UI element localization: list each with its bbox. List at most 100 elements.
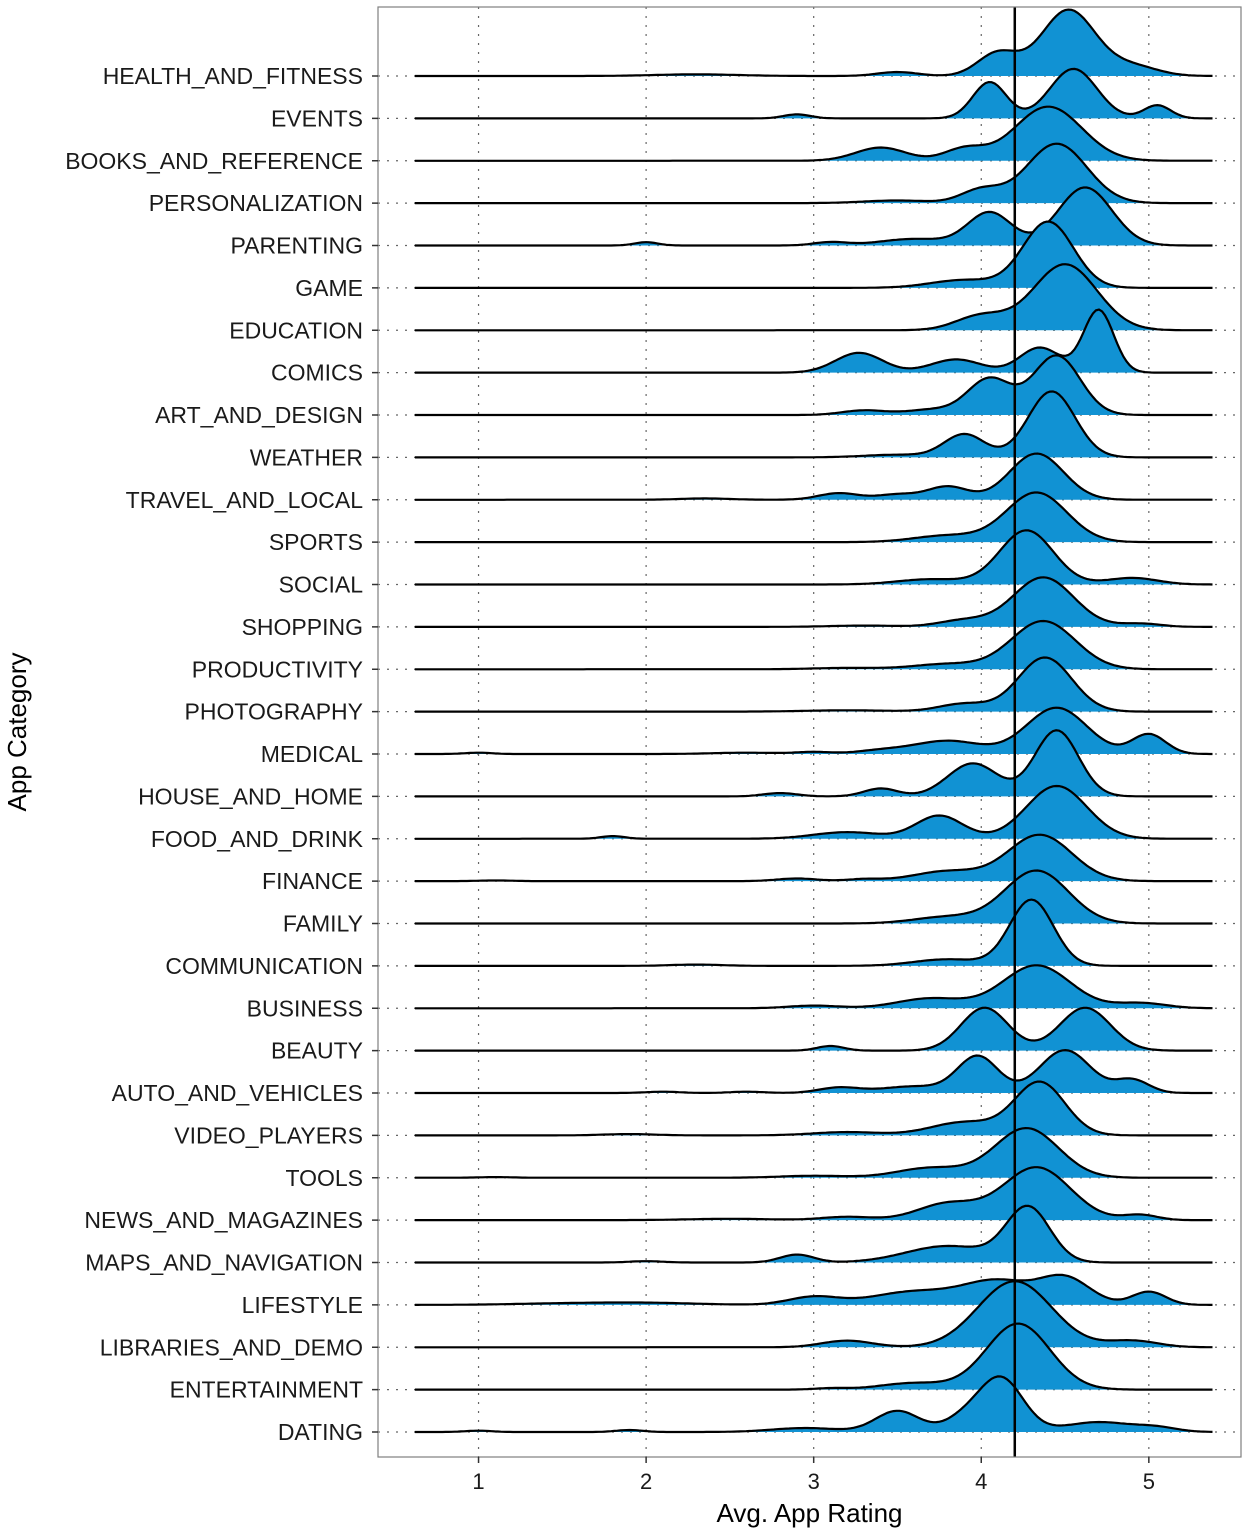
ridge-entertainment: [414, 1322, 1213, 1391]
ridge-outline-shopping: [414, 576, 1213, 628]
ridge-fill-game: [414, 221, 1213, 288]
y-tick-label-parenting: PARENTING: [231, 233, 363, 259]
ridge-tools: [414, 1126, 1213, 1179]
ridge-outline-tools: [414, 1126, 1213, 1179]
ridge-outline-house_and_home: [414, 729, 1213, 798]
ridge-outline-comics: [414, 308, 1213, 374]
ridge-fill-medical: [414, 707, 1213, 754]
ridge-photography: [414, 656, 1213, 713]
ridge-personalization: [414, 142, 1213, 205]
ridge-outline-travel_and_local: [414, 452, 1213, 501]
y-tick-label-lifestyle: LIFESTYLE: [242, 1292, 363, 1318]
ridge-outline-sports: [414, 491, 1213, 544]
x-tick-label-1: 1: [472, 1469, 484, 1494]
density-ridges: [414, 8, 1213, 1434]
ridge-outline-medical: [414, 706, 1213, 756]
y-tick-label-maps_and_navigation: MAPS_AND_NAVIGATION: [85, 1250, 363, 1276]
ridge-health_and_fitness: [414, 8, 1213, 78]
ridge-outline-books_and_reference: [414, 105, 1213, 162]
y-tick-label-social: SOCIAL: [279, 572, 364, 598]
ridge-maps_and_navigation: [414, 1204, 1213, 1264]
ridge-fill-maps_and_navigation: [414, 1205, 1213, 1263]
y-tick-label-communication: COMMUNICATION: [165, 953, 363, 979]
ridge-outline-personalization: [414, 142, 1213, 205]
y-tick-label-family: FAMILY: [283, 911, 363, 937]
ridge-fill-news_and_magazines: [414, 1167, 1213, 1221]
ridge-news_and_magazines: [414, 1166, 1213, 1222]
y-tick-label-travel_and_local: TRAVEL_AND_LOCAL: [126, 487, 364, 513]
ridge-house_and_home: [414, 729, 1213, 798]
x-tick-label-4: 4: [975, 1469, 987, 1494]
y-tick-label-health_and_fitness: HEALTH_AND_FITNESS: [103, 63, 363, 89]
ridge-fill-communication: [414, 899, 1213, 966]
ridge-fill-productivity: [414, 621, 1213, 670]
ridge-outline-education: [414, 263, 1213, 332]
y-tick-label-tools: TOOLS: [285, 1165, 363, 1191]
ridge-outline-video_players: [414, 1080, 1213, 1137]
ridge-dating: [414, 1375, 1213, 1434]
y-tick-label-business: BUSINESS: [247, 995, 363, 1021]
y-axis-ticks: HEALTH_AND_FITNESS EVENTS BOOKS_AND_REFERE…: [65, 63, 378, 1445]
ridge-outline-communication: [414, 898, 1213, 967]
ridge-fill-art_and_design: [414, 355, 1213, 415]
ridge-outline-family: [414, 869, 1213, 925]
ridge-outline-food_and_drink: [414, 784, 1213, 840]
y-tick-label-personalization: PERSONALIZATION: [149, 190, 363, 216]
ridge-outline-lifestyle: [414, 1273, 1213, 1306]
y-tick-label-beauty: BEAUTY: [271, 1038, 363, 1064]
y-tick-label-events: EVENTS: [271, 105, 363, 131]
ridge-fill-personalization: [414, 143, 1213, 204]
y-tick-label-books_and_reference: BOOKS_AND_REFERENCE: [65, 148, 363, 174]
ridge-fill-shopping: [414, 577, 1213, 627]
ridge-fill-entertainment: [414, 1323, 1213, 1390]
ridge-fill-video_players: [414, 1081, 1213, 1136]
ridge-fill-business: [414, 965, 1213, 1009]
ridge-fill-social: [414, 530, 1213, 585]
ridge-fill-dating: [414, 1376, 1213, 1432]
ridge-outline-parenting: [414, 186, 1213, 247]
y-tick-label-sports: SPORTS: [269, 529, 363, 555]
x-tick-label-5: 5: [1143, 1469, 1155, 1494]
ridge-outline-photography: [414, 656, 1213, 713]
ridge-beauty: [414, 1006, 1213, 1052]
ridge-outline-entertainment: [414, 1322, 1213, 1391]
y-tick-label-comics: COMICS: [271, 360, 363, 386]
y-tick-label-weather: WEATHER: [250, 444, 363, 470]
panel-border: [377, 6, 1242, 1458]
ridge-game: [414, 220, 1213, 289]
ridge-communication: [414, 898, 1213, 967]
ridge-fill-beauty: [414, 1007, 1213, 1051]
ridge-travel_and_local: [414, 452, 1213, 501]
ridge-outline-health_and_fitness: [414, 8, 1213, 78]
ridge-outline-news_and_magazines: [414, 1166, 1213, 1222]
ridge-fill-auto_and_vehicles: [414, 1050, 1213, 1093]
y-tick-label-dating: DATING: [278, 1419, 363, 1445]
ridge-fill-books_and_reference: [414, 106, 1213, 161]
ridge-comics: [414, 308, 1213, 374]
ridge-medical: [414, 706, 1213, 756]
ridge-fill-health_and_fitness: [414, 9, 1213, 77]
y-tick-label-food_and_drink: FOOD_AND_DRINK: [151, 826, 364, 852]
ridge-food_and_drink: [414, 784, 1213, 840]
y-tick-label-game: GAME: [295, 275, 363, 301]
y-tick-label-auto_and_vehicles: AUTO_AND_VEHICLES: [112, 1080, 363, 1106]
ridge-outline-dating: [414, 1375, 1213, 1434]
y-tick-label-productivity: PRODUCTIVITY: [192, 656, 363, 682]
ridge-lifestyle: [414, 1273, 1213, 1306]
ridge-outline-maps_and_navigation: [414, 1204, 1213, 1264]
ridge-fill-photography: [414, 657, 1213, 712]
x-axis-ticks: 1 2 3 4 5: [472, 1457, 1155, 1494]
ridge-education: [414, 263, 1213, 332]
y-tick-label-shopping: SHOPPING: [242, 614, 363, 640]
ridge-fill-parenting: [414, 187, 1213, 246]
y-tick-label-house_and_home: HOUSE_AND_HOME: [138, 783, 363, 809]
ridge-shopping: [414, 576, 1213, 628]
y-axis-title: App Category: [2, 653, 32, 812]
ridge-outline-business: [414, 964, 1213, 1010]
y-tick-label-news_and_magazines: NEWS_AND_MAGAZINES: [84, 1207, 363, 1233]
ridge-fill-tools: [414, 1128, 1213, 1178]
ridge-social: [414, 529, 1213, 586]
ridge-fill-education: [414, 264, 1213, 331]
y-tick-label-finance: FINANCE: [262, 868, 363, 894]
